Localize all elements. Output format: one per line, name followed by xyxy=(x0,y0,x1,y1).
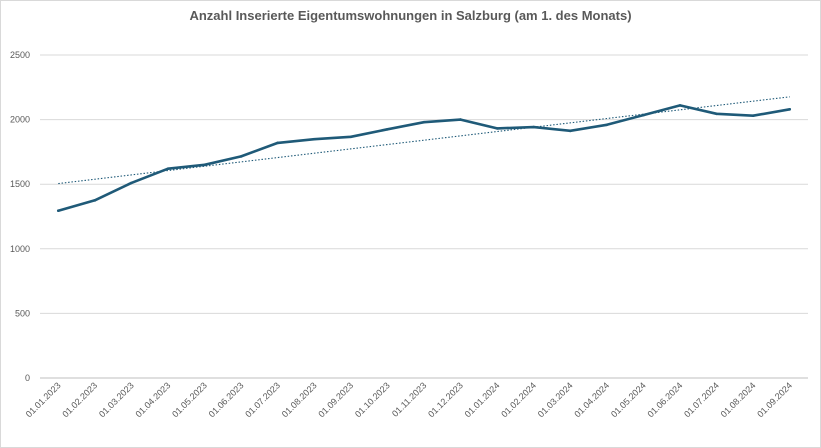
y-tick-label: 2000 xyxy=(10,115,30,125)
x-tick-label: 01.06.2023 xyxy=(207,380,246,419)
x-tick-label: 01.02.2023 xyxy=(60,380,99,419)
data-point xyxy=(312,137,316,141)
chart-title: Anzahl Inserierte Eigentumswohnungen in … xyxy=(189,8,632,23)
x-tick-label: 01.12.2023 xyxy=(426,380,465,419)
x-tick-label: 01.07.2023 xyxy=(243,380,282,419)
data-point xyxy=(642,113,645,117)
x-tick-label: 01.04.2024 xyxy=(572,380,611,419)
x-tick-label: 01.08.2023 xyxy=(280,380,319,419)
x-tick-label: 01.03.2023 xyxy=(97,380,136,419)
x-tick-label: 01.11.2023 xyxy=(390,380,428,418)
data-point xyxy=(276,141,280,145)
data-point xyxy=(751,114,755,118)
x-tick-label: 01.02.2024 xyxy=(499,380,538,419)
trendline xyxy=(58,96,790,185)
y-tick-label: 2500 xyxy=(10,50,30,60)
data-point xyxy=(605,123,609,127)
data-point xyxy=(203,163,206,167)
y-tick-label: 1500 xyxy=(10,179,30,189)
x-tick-label: 01.05.2024 xyxy=(609,380,648,419)
x-tick-label: 01.08.2024 xyxy=(719,380,758,419)
x-tick-label: 01.09.2024 xyxy=(755,380,794,419)
y-tick-label: 1000 xyxy=(10,244,30,254)
x-tick-label: 01.05.2023 xyxy=(170,380,209,419)
data-point xyxy=(386,127,389,131)
x-tick-label: 01.01.2024 xyxy=(463,380,502,419)
data-point xyxy=(130,181,133,185)
data-point xyxy=(678,104,682,107)
x-tick-label: 01.10.2023 xyxy=(353,380,392,419)
data-point xyxy=(532,125,536,129)
data-point xyxy=(93,199,97,202)
data-point xyxy=(568,129,572,133)
data-point xyxy=(239,155,243,158)
data-point xyxy=(56,209,60,212)
data-point xyxy=(715,112,718,116)
x-tick-label: 01.06.2024 xyxy=(645,380,684,419)
data-point xyxy=(166,167,170,170)
x-tick-label: 01.09.2023 xyxy=(316,380,355,419)
data-point xyxy=(459,118,462,121)
y-tick-label: 500 xyxy=(15,308,30,318)
x-tick-label: 01.07.2024 xyxy=(682,380,721,419)
x-tick-label: 01.04.2023 xyxy=(133,380,172,419)
y-tick-label: 0 xyxy=(25,373,30,383)
data-point xyxy=(495,127,499,130)
x-tick-label: 01.01.2023 xyxy=(24,380,63,419)
data-point xyxy=(788,107,792,111)
data-point xyxy=(422,120,426,124)
x-tick-label: 01.03.2024 xyxy=(536,380,575,419)
data-point xyxy=(349,135,353,139)
